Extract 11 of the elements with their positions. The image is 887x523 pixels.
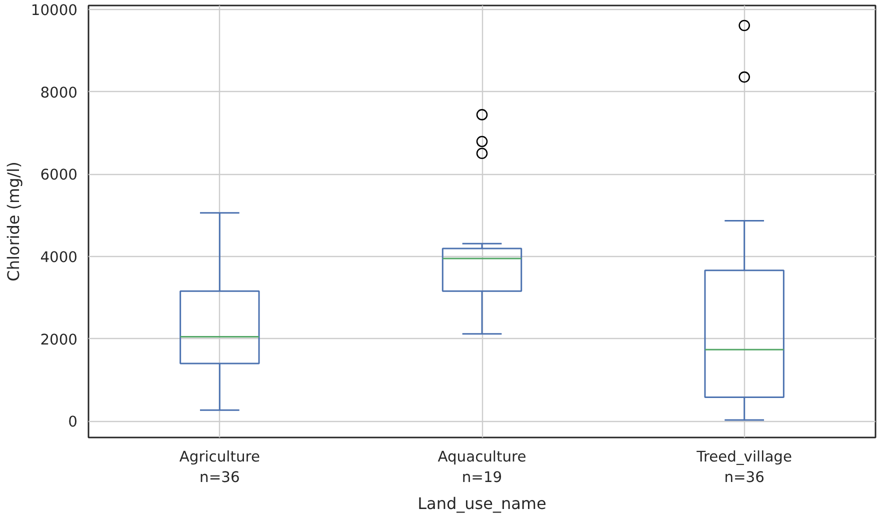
x-tick-label: Aquaculture n=19: [438, 448, 526, 486]
y-axis-title: Chloride (mg/l): [4, 162, 23, 282]
y-tick-label: 0: [68, 414, 78, 431]
x-axis-title: Land_use_name: [418, 494, 546, 513]
y-tick-label: 2000: [40, 331, 78, 348]
y-tick-label: 8000: [40, 84, 78, 102]
y-tick-label: 10000: [30, 2, 78, 20]
x-tick-label: Treed_village n=36: [696, 448, 792, 486]
y-tick-label: 6000: [40, 166, 78, 184]
x-tick-label: Agriculture n=36: [179, 448, 260, 486]
y-tick-label: 4000: [40, 248, 78, 266]
